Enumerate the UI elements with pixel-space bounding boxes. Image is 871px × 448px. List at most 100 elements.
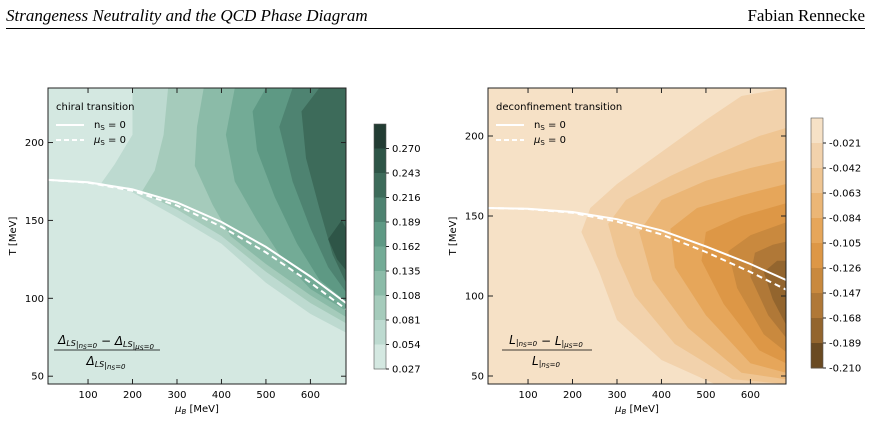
colorbar-segment bbox=[811, 118, 823, 144]
colorbar-segment bbox=[811, 218, 823, 244]
colorbar-segment bbox=[811, 143, 823, 169]
f: n bbox=[519, 340, 523, 348]
x-tick-label: 100 bbox=[78, 390, 97, 401]
x-tick-label: 400 bbox=[652, 390, 671, 401]
colorbar-segment bbox=[374, 344, 386, 370]
colorbar-tick-label: 0.054 bbox=[392, 340, 421, 351]
f: =0 bbox=[527, 340, 538, 348]
f: n bbox=[541, 361, 545, 369]
colorbar-segment bbox=[374, 271, 386, 296]
legend-eq: = 0 bbox=[105, 135, 126, 146]
legend-eq: = 0 bbox=[545, 135, 566, 146]
f: − L bbox=[537, 334, 561, 348]
running-author: Fabian Rennecke bbox=[747, 6, 865, 25]
colorbar-tick-label: -0.084 bbox=[829, 214, 861, 225]
colorbar-segment bbox=[374, 320, 386, 345]
y-tick-label: 200 bbox=[25, 138, 44, 149]
f: | bbox=[133, 341, 136, 350]
colorbar-tick-label: 0.216 bbox=[392, 193, 421, 204]
colorbar-tick-label: 0.027 bbox=[392, 365, 421, 376]
f: LS bbox=[95, 360, 105, 369]
contour-band bbox=[328, 220, 346, 271]
x-axis-label: μB [MeV] bbox=[174, 404, 219, 416]
colorbar-segment bbox=[374, 246, 386, 272]
x-tick-label: 300 bbox=[167, 390, 186, 401]
plot-area bbox=[48, 88, 346, 384]
y-axis-label: T [MeV] bbox=[448, 217, 459, 257]
header-rule bbox=[6, 28, 865, 29]
f: S bbox=[569, 343, 573, 350]
x-axis-label-unit: [MeV] bbox=[186, 404, 219, 415]
f: | bbox=[562, 339, 565, 348]
legend-mu: μ bbox=[93, 135, 100, 146]
x-tick-label: 500 bbox=[256, 390, 275, 401]
legend-mu: μ bbox=[533, 135, 540, 146]
colorbar-tick-label: 0.135 bbox=[392, 267, 421, 278]
legend-eq: = 0 bbox=[105, 120, 126, 131]
legend-entry-ns: nS = 0 bbox=[534, 120, 566, 132]
legend-sub: S bbox=[540, 139, 545, 147]
x-tick-label: 200 bbox=[123, 390, 142, 401]
f: L bbox=[532, 354, 539, 368]
legend-sub: S bbox=[100, 139, 105, 147]
colorbar-segment bbox=[374, 295, 386, 321]
f: S bbox=[546, 363, 550, 370]
colorbar-tick-label: -0.168 bbox=[829, 314, 861, 325]
f: =0 bbox=[144, 343, 155, 351]
legend-sub: S bbox=[100, 124, 105, 132]
f: =0 bbox=[87, 342, 98, 350]
x-tick-label: 100 bbox=[518, 390, 537, 401]
colorbar-tick-label: 0.270 bbox=[392, 144, 421, 155]
f: n bbox=[79, 342, 83, 350]
x-axis-label-subscript: B bbox=[181, 408, 186, 416]
plot-frame bbox=[487, 87, 787, 385]
running-title: Strangeness Neutrality and the QCD Phase… bbox=[6, 6, 368, 25]
x-axis-label-unit: [MeV] bbox=[626, 404, 659, 415]
formula-denominator: ΔLS|nS=0 bbox=[85, 354, 126, 372]
f: | bbox=[516, 338, 519, 347]
colorbar-tick-label: -0.210 bbox=[829, 364, 861, 375]
colorbar-tick-label: -0.042 bbox=[829, 164, 861, 175]
f: μ bbox=[134, 343, 140, 351]
colorbar-tick-label: 0.189 bbox=[392, 218, 421, 229]
y-tick-label: 50 bbox=[31, 372, 44, 383]
colorbar-segment bbox=[374, 124, 386, 149]
legend-eq: = 0 bbox=[545, 120, 566, 131]
f: S bbox=[140, 345, 144, 352]
x-axis-label-symbol: μ bbox=[174, 404, 181, 415]
f: | bbox=[539, 359, 542, 368]
x-axis-label-symbol: μ bbox=[614, 404, 621, 415]
legend-entry-mus: μS = 0 bbox=[93, 135, 126, 147]
colorbar-tick-label: -0.189 bbox=[829, 339, 861, 350]
colorbar-segment bbox=[811, 193, 823, 219]
legend-n: n bbox=[534, 120, 540, 131]
colorbar-tick-label: 0.243 bbox=[392, 169, 421, 180]
formula-numerator: ΔLS|nS=0 − ΔLS|μS=0 bbox=[57, 333, 154, 352]
x-axis-label-subscript: B bbox=[621, 408, 626, 416]
legend-title: chiral transition bbox=[56, 102, 134, 113]
colorbar-tick-label: -0.126 bbox=[829, 264, 861, 275]
y-tick-label: 200 bbox=[465, 132, 484, 143]
f: S bbox=[111, 365, 115, 372]
colorbar-segment bbox=[374, 173, 386, 198]
f: S bbox=[83, 344, 87, 351]
colorbar-tick-label: 0.081 bbox=[392, 316, 421, 327]
curve-ns-zero bbox=[48, 178, 346, 304]
formula-numerator: L|nS=0 − L|μS=0 bbox=[509, 333, 583, 350]
f: L bbox=[509, 333, 516, 347]
colorbar-segment bbox=[374, 197, 386, 223]
legend-n: n bbox=[94, 120, 100, 131]
y-tick-label: 50 bbox=[471, 372, 484, 383]
y-tick-label: 150 bbox=[25, 216, 44, 227]
colorbar-tick-label: 0.108 bbox=[392, 291, 421, 302]
colorbar-tick-label: 0.162 bbox=[392, 242, 421, 253]
f: =0 bbox=[115, 363, 126, 371]
legend-entry-ns: nS = 0 bbox=[94, 120, 126, 132]
colorbar-segment bbox=[374, 148, 386, 174]
colorbar-segment bbox=[811, 318, 823, 344]
colorbar-tick-label: -0.105 bbox=[829, 239, 861, 250]
f: Δ bbox=[85, 354, 94, 368]
x-axis-label: μB [MeV] bbox=[614, 404, 659, 416]
